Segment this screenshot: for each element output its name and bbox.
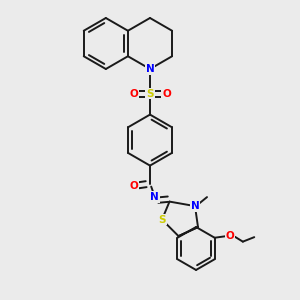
Text: N: N: [146, 64, 154, 74]
Text: S: S: [146, 88, 154, 99]
Text: O: O: [129, 88, 138, 99]
Text: O: O: [129, 181, 138, 191]
Text: N: N: [190, 201, 200, 211]
Text: O: O: [226, 231, 235, 241]
Text: N: N: [150, 192, 159, 202]
Text: S: S: [158, 214, 166, 225]
Text: O: O: [162, 88, 171, 99]
